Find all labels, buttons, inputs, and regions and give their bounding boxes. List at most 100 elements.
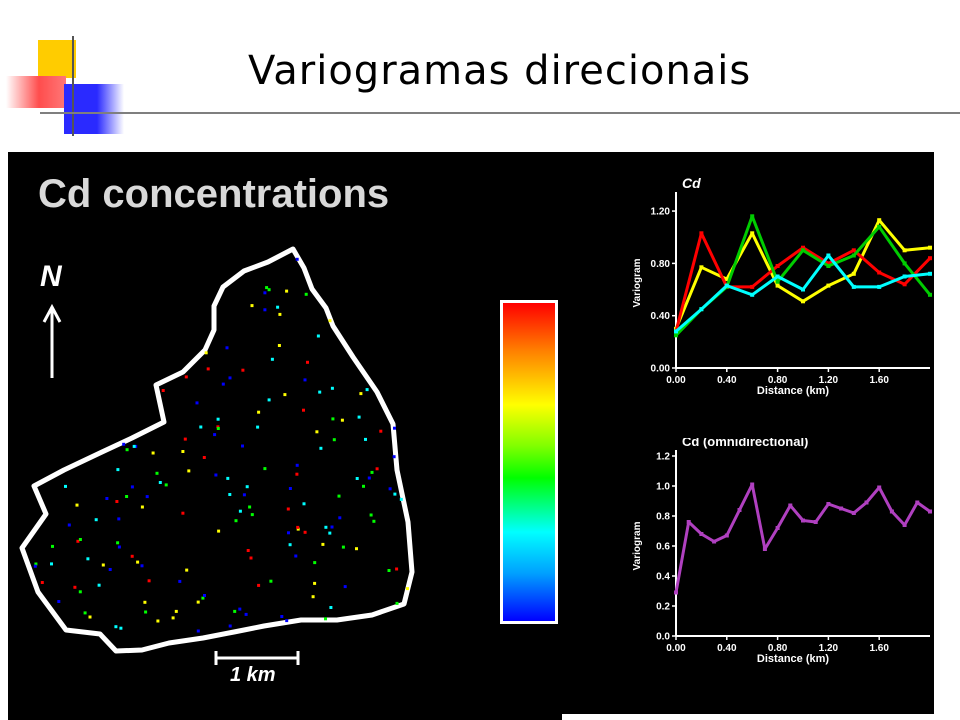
map-drawing — [19, 246, 415, 665]
x-tick-label: 0.80 — [768, 375, 788, 386]
data-point — [826, 261, 831, 266]
data-point — [699, 307, 704, 312]
sample-point — [316, 334, 320, 338]
sample-point — [196, 629, 200, 633]
sample-point — [244, 612, 248, 616]
sample-point — [51, 544, 54, 548]
sample-point — [285, 619, 289, 623]
sample-point — [214, 473, 218, 477]
sample-point — [213, 433, 217, 437]
sample-point — [216, 417, 220, 421]
series-line — [674, 218, 931, 330]
sample-point — [364, 437, 367, 441]
sample-point — [242, 493, 246, 497]
sample-point — [132, 444, 136, 448]
sample-point — [362, 484, 365, 488]
x-tick-label: 1.20 — [819, 375, 839, 386]
sample-point — [379, 429, 383, 433]
sample-point — [181, 511, 185, 515]
sample-points — [33, 257, 409, 633]
sample-point — [143, 600, 147, 604]
data-point — [724, 533, 729, 538]
sample-point — [324, 617, 327, 621]
sample-point — [295, 463, 299, 467]
data-point — [851, 248, 856, 253]
sample-point — [357, 415, 361, 419]
sample-point — [57, 600, 61, 603]
sample-point — [78, 590, 82, 594]
data-point — [788, 503, 793, 508]
sample-point — [355, 477, 359, 480]
y-tick-label: 0.80 — [651, 259, 671, 270]
data-point — [928, 245, 932, 250]
data-point — [826, 264, 831, 268]
sample-point — [144, 610, 148, 614]
data-point — [674, 590, 678, 595]
sample-point — [174, 609, 178, 613]
sample-point — [319, 446, 323, 450]
data-point — [775, 264, 780, 268]
sample-point — [288, 487, 292, 490]
sample-point — [375, 467, 379, 471]
x-tick-label: 1.20 — [819, 643, 839, 654]
data-point — [801, 299, 805, 304]
data-point — [775, 526, 780, 530]
sample-point — [369, 513, 373, 517]
data-point — [750, 482, 755, 487]
decor-red-square — [6, 76, 66, 108]
data-point — [699, 231, 704, 236]
map-title: Cd concentrations — [38, 172, 390, 216]
y-tick-label: 0.0 — [656, 632, 670, 643]
sample-point — [340, 418, 344, 422]
x-axis-label: Distance (km) — [757, 653, 829, 665]
sample-point — [196, 600, 200, 604]
sample-point — [202, 456, 206, 459]
sample-point — [330, 386, 334, 390]
data-point — [851, 271, 856, 276]
sample-point — [249, 556, 253, 560]
scale-bar — [214, 651, 300, 665]
sample-point — [204, 351, 208, 355]
y-tick-label: 0.4 — [656, 572, 670, 583]
sample-point — [161, 389, 165, 392]
sample-point — [329, 606, 333, 609]
data-point — [686, 520, 691, 524]
sample-point — [76, 539, 80, 543]
sample-point — [116, 541, 120, 545]
x-tick-label: 1.60 — [869, 375, 889, 386]
data-point — [915, 500, 920, 505]
sample-point — [105, 497, 109, 500]
sample-point — [156, 619, 160, 623]
y-axis-label: Variogram — [632, 258, 643, 307]
sample-point — [372, 519, 376, 523]
y-tick-label: 0.00 — [651, 364, 671, 375]
sample-point — [276, 305, 280, 309]
sample-point — [217, 529, 221, 533]
data-point — [674, 329, 678, 334]
sample-point — [388, 487, 392, 491]
data-point — [724, 277, 729, 282]
data-point — [750, 214, 755, 219]
sample-point — [195, 401, 199, 405]
sample-point — [250, 513, 254, 517]
data-point — [889, 509, 894, 514]
sample-point — [155, 471, 159, 475]
chart-title: Cd — [682, 175, 701, 191]
sample-point — [216, 425, 220, 429]
directional-variogram-chart: 0.00 0.40 0.80 1.20 0.00 0.40 0.80 1.20 1.60 Dist… — [632, 175, 932, 397]
data-point — [801, 518, 805, 523]
data-point — [724, 283, 729, 288]
sample-point — [108, 568, 112, 571]
sample-point — [151, 451, 155, 455]
sample-point — [33, 564, 37, 568]
sample-point — [337, 494, 341, 498]
sample-point — [328, 319, 332, 323]
data-point — [851, 253, 856, 258]
sample-point — [140, 564, 144, 568]
sample-point — [73, 585, 77, 589]
sample-point — [343, 585, 347, 589]
y-tick-label: 1.2 — [656, 452, 670, 463]
omnidirectional-variogram-chart: 0.0 0.2 0.4 0.6 0.8 1.0 1.2 0.00 0.40 0.80 1.20 1.6… — [632, 438, 932, 665]
data-point — [877, 270, 882, 275]
sample-point — [184, 375, 188, 379]
